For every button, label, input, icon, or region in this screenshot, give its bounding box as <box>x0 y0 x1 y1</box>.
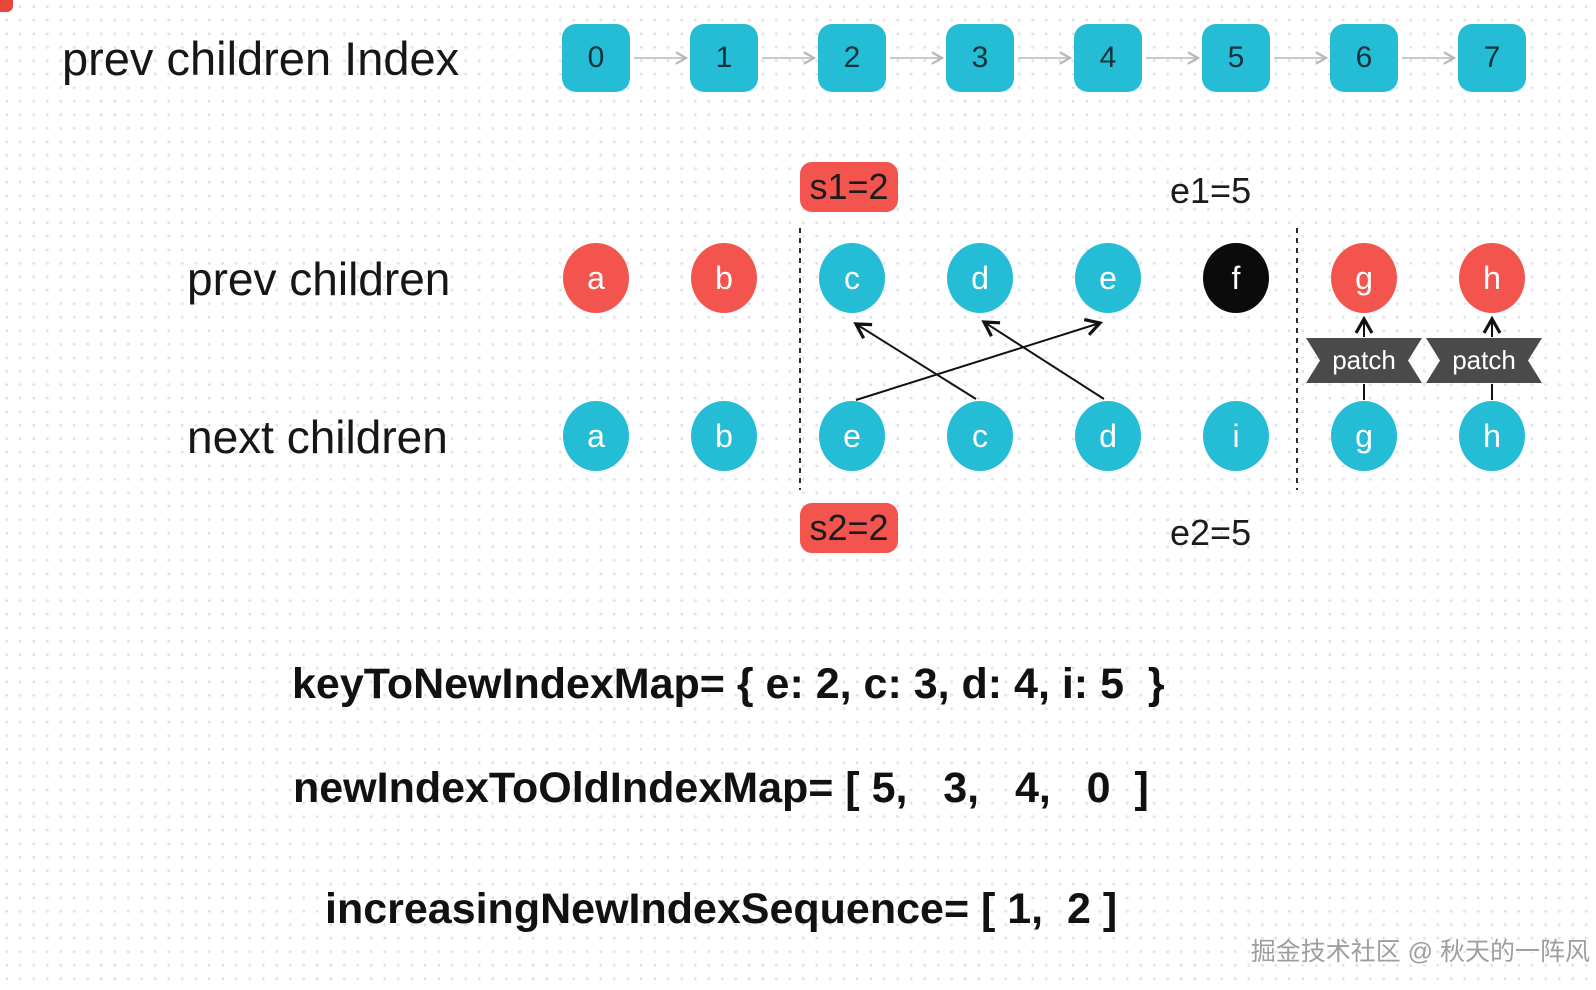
next-node-a: a <box>563 401 629 471</box>
patch-arrows <box>1354 315 1502 400</box>
index-node-2: 2 <box>818 24 886 92</box>
next-node-d: d <box>1075 401 1141 471</box>
equation-key-to-new-index-map: keyToNewIndexMap= { e: 2, c: 3, d: 4, i:… <box>292 660 1165 708</box>
prev-node-f: f <box>1203 243 1269 313</box>
next-node-c: c <box>947 401 1013 471</box>
index-node-1: 1 <box>690 24 758 92</box>
arrow-next-e-to-prev-e <box>855 318 1104 401</box>
equation-increasing-new-index-sequence: increasingNewIndexSequence= [ 1, 2 ] <box>325 885 1118 933</box>
move-arrows <box>853 318 1105 401</box>
arrow-next-d-to-prev-d <box>981 320 1105 400</box>
prev-node-e: e <box>1075 243 1141 313</box>
watermark: 掘金技术社区 @ 秋天的一阵风 <box>1250 938 1590 966</box>
index-row-label: prev children Index <box>62 32 460 85</box>
next-node-g: g <box>1331 401 1397 471</box>
s2-marker: s2=2 <box>800 503 898 553</box>
s1-marker: s1=2 <box>800 162 898 212</box>
arrow-next-c-to-prev-c <box>853 322 977 400</box>
equation-new-index-to-old-index-map: newIndexToOldIndexMap= [ 5, 3, 4, 0 ] <box>293 764 1149 812</box>
prev-node-d: d <box>947 243 1013 313</box>
index-node-7: 7 <box>1458 24 1526 92</box>
index-node-5: 5 <box>1202 24 1270 92</box>
e2-marker: e2=5 <box>1170 512 1252 553</box>
next-row-label: next children <box>187 411 448 463</box>
index-node-4: 4 <box>1074 24 1142 92</box>
prev-node-g: g <box>1331 243 1397 313</box>
prev-node-a: a <box>563 243 629 313</box>
index-node-3: 3 <box>946 24 1014 92</box>
next-node-b: b <box>691 401 757 471</box>
next-node-i: i <box>1203 401 1269 471</box>
prev-row-label: prev children <box>187 253 451 305</box>
prev-node-h: h <box>1459 243 1525 313</box>
prev-node-b: b <box>691 243 757 313</box>
e1-marker: e1=5 <box>1170 170 1252 211</box>
patch-ribbon-h: patch <box>1426 338 1542 383</box>
next-node-h: h <box>1459 401 1525 471</box>
patch-ribbon-g: patch <box>1306 338 1422 383</box>
index-node-6: 6 <box>1330 24 1398 92</box>
recording-dot <box>0 0 13 12</box>
next-node-e: e <box>819 401 885 471</box>
prev-node-c: c <box>819 243 885 313</box>
index-node-0: 0 <box>562 24 630 92</box>
